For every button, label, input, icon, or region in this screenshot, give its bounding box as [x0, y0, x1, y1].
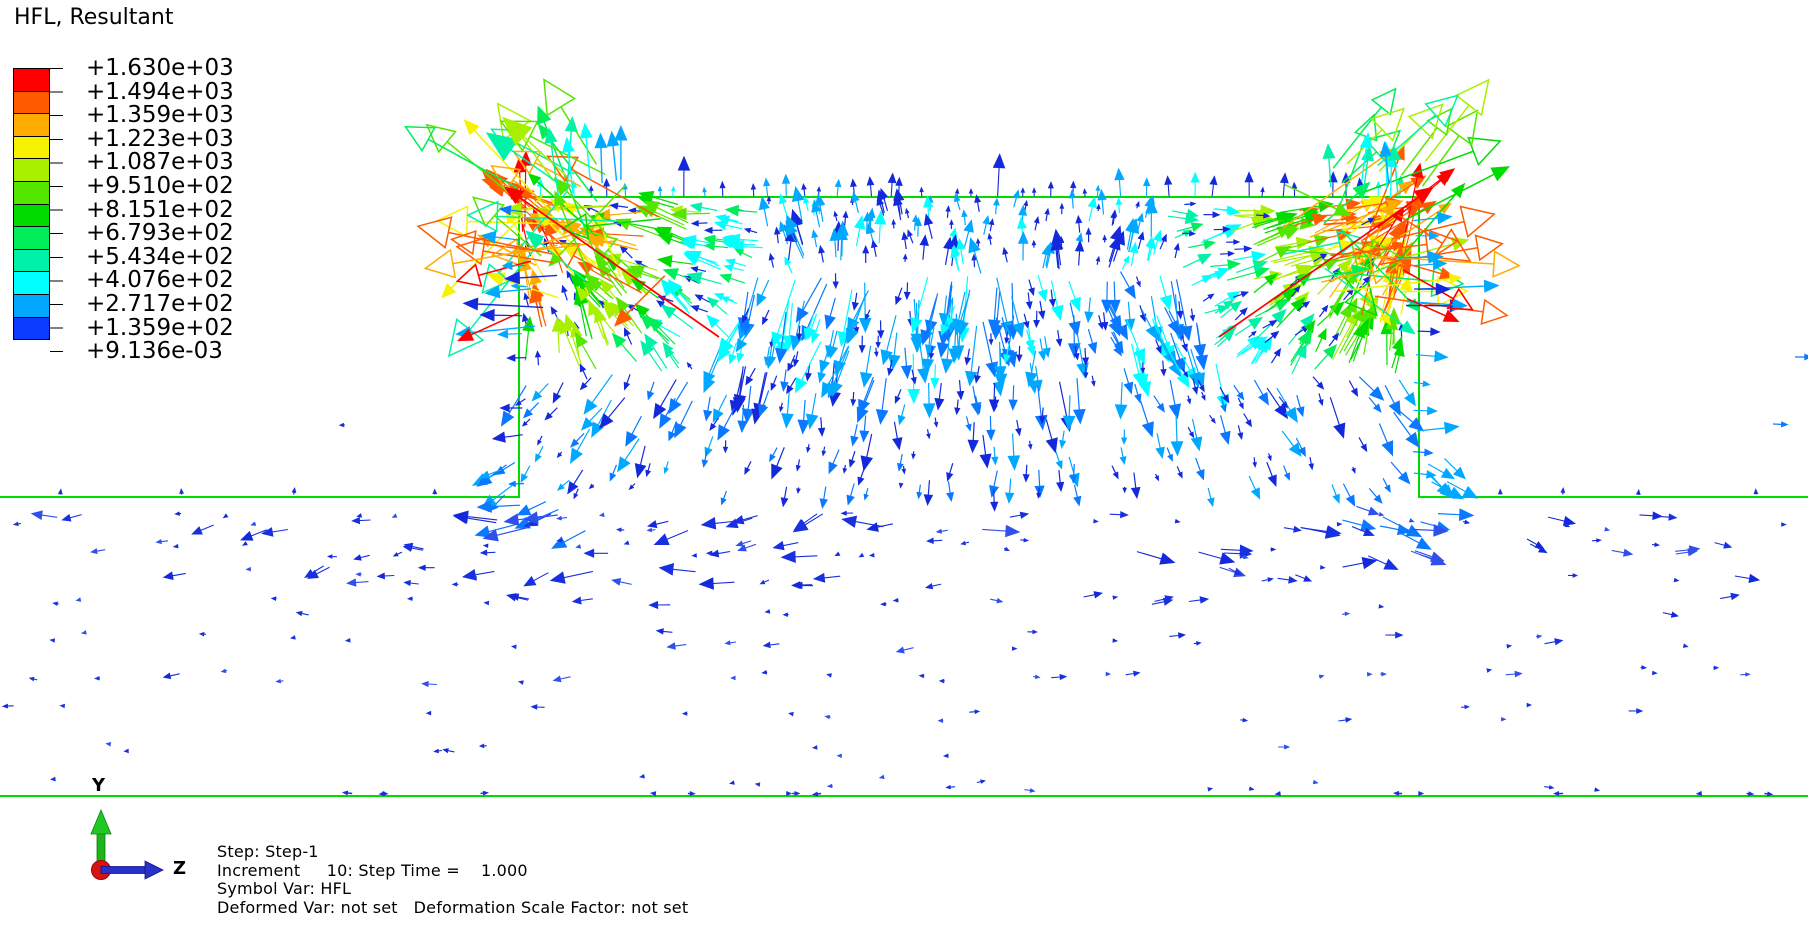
legend-value: +1.359e+03 — [86, 102, 234, 129]
legend-value: +1.494e+03 — [86, 78, 234, 105]
legend-value: +1.359e+02 — [86, 314, 234, 341]
legend-color-bar — [13, 68, 50, 341]
legend-band — [13, 135, 50, 160]
legend-band — [13, 271, 50, 295]
y-axis-arrowhead — [90, 808, 112, 835]
state-line-symbol-var: Symbol Var: HFL — [217, 879, 352, 899]
legend-value: +4.076e+02 — [86, 267, 234, 294]
state-line-step: Step: Step-1 — [217, 842, 319, 861]
model-free-edges — [0, 196, 1808, 797]
legend-value: +2.717e+02 — [86, 291, 234, 317]
legend-value: +6.793e+02 — [86, 220, 234, 247]
legend-band — [13, 113, 50, 137]
z-axis-arrowhead — [144, 860, 164, 880]
z-axis-label: Z — [173, 858, 187, 879]
legend-band — [13, 158, 50, 182]
y-axis-label: Y — [92, 775, 106, 796]
legend-band — [13, 203, 50, 228]
legend-value: +8.151e+02 — [86, 196, 234, 223]
legend-band — [13, 90, 50, 115]
legend-ticks — [50, 68, 63, 353]
legend-value: +1.087e+03 — [86, 149, 234, 176]
vector-field-arrows — [1, 78, 1808, 797]
legend-value: +1.223e+03 — [86, 125, 234, 152]
legend-band — [13, 226, 50, 250]
legend-value: +5.434e+02 — [86, 243, 234, 270]
legend-value: +9.136e-03 — [86, 338, 223, 365]
legend-band — [13, 180, 50, 205]
legend-band — [13, 293, 50, 318]
state-line-increment: Increment 10: Step Time = 1.000 — [217, 860, 528, 880]
state-block: Step: Step-1 Increment 10: Step Time = 1… — [217, 842, 689, 917]
state-line-deformed-var: Deformed Var: not set Deformation Scale … — [217, 897, 689, 917]
legend-title: HFL, Resultant — [14, 5, 174, 30]
legend-value: +9.510e+02 — [86, 173, 234, 199]
legend-band — [13, 316, 50, 341]
legend-band — [13, 68, 50, 92]
legend-value: +1.630e+03 — [86, 55, 234, 81]
legend-band — [13, 248, 50, 273]
view-triad — [90, 808, 164, 880]
z-axis-shaft — [100, 866, 147, 874]
